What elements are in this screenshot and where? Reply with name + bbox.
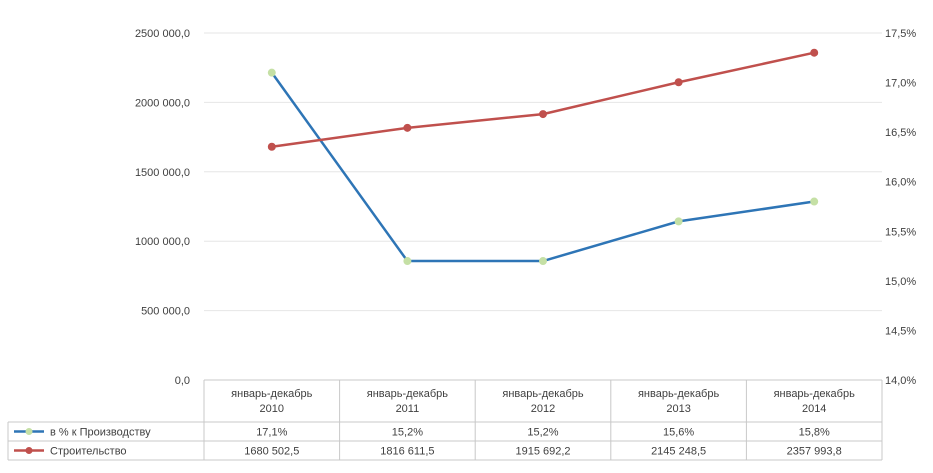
data-point xyxy=(810,197,819,206)
category-label: 2011 xyxy=(396,403,420,415)
data-point xyxy=(267,68,276,77)
table-value-cell: 15,8% xyxy=(799,427,830,439)
category-label: январь-декабрь xyxy=(231,388,313,400)
table-value-cell: 2145 248,5 xyxy=(651,446,706,458)
category-label: 2010 xyxy=(260,403,284,415)
data-point xyxy=(674,217,683,226)
y-left-tick-label: 1500 000,0 xyxy=(135,167,190,179)
category-label: январь-декабрь xyxy=(502,388,584,400)
y-right-tick-label: 17,5% xyxy=(885,28,916,40)
table-value-cell: 1915 692,2 xyxy=(515,446,570,458)
series-line xyxy=(270,71,815,263)
table-value-cell: 15,6% xyxy=(663,427,694,439)
data-point xyxy=(539,110,547,119)
table-value-cell: 2357 993,8 xyxy=(787,446,842,458)
data-point xyxy=(403,123,412,132)
table-value-cell: 1816 611,5 xyxy=(380,446,434,458)
y-left-tick-label: 500 000,0 xyxy=(141,306,190,318)
category-label: январь-декабрь xyxy=(774,388,856,400)
legend-key-marker xyxy=(25,428,33,435)
series-line xyxy=(271,51,815,148)
legend-label: Строительство xyxy=(50,446,127,458)
y-right-tick-label: 16,5% xyxy=(885,127,916,139)
legend-label: в % к Производству xyxy=(50,427,151,439)
data-point xyxy=(674,78,683,87)
data-point xyxy=(267,142,276,151)
category-label: 2013 xyxy=(666,403,690,415)
data-point xyxy=(810,48,819,57)
y-right-tick-label: 16,0% xyxy=(885,177,916,189)
y-left-tick-label: 1000 000,0 xyxy=(135,236,190,248)
data-point xyxy=(403,257,412,266)
category-label: январь-декабрь xyxy=(367,388,449,400)
table-value-cell: 17,1% xyxy=(256,427,287,439)
y-right-tick-label: 17,0% xyxy=(885,78,916,90)
y-right-tick-label: 15,5% xyxy=(885,226,916,238)
category-label: январь-декабрь xyxy=(638,388,720,400)
data-point xyxy=(539,257,547,266)
y-left-tick-label: 2500 000,0 xyxy=(135,28,190,40)
y-left-tick-label: 0,0 xyxy=(175,375,190,387)
y-left-tick-label: 2000 000,0 xyxy=(135,97,190,109)
table-value-cell: 15,2% xyxy=(527,427,558,439)
y-right-tick-label: 14,0% xyxy=(885,375,916,387)
y-right-tick-label: 15,0% xyxy=(885,276,916,288)
category-label: 2012 xyxy=(531,403,555,415)
category-label: 2014 xyxy=(802,403,826,415)
y-right-tick-label: 14,5% xyxy=(885,325,916,337)
legend-key-marker xyxy=(25,447,33,454)
table-value-cell: 15,2% xyxy=(392,427,423,439)
table-value-cell: 1680 502,5 xyxy=(244,446,299,458)
